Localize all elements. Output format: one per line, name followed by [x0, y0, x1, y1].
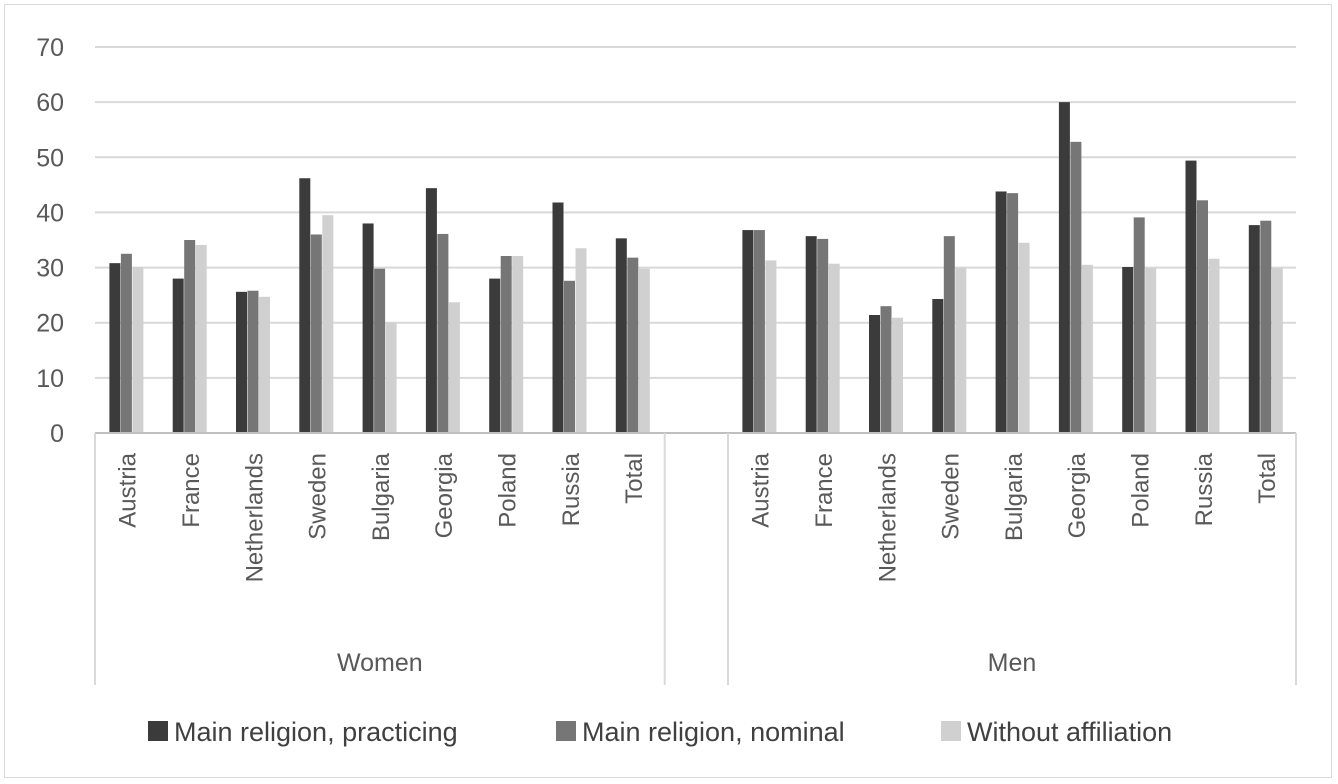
- legend-swatch: [941, 721, 961, 741]
- bar: [489, 278, 501, 433]
- bar: [805, 236, 817, 433]
- bar: [236, 291, 247, 433]
- bar: [575, 248, 587, 433]
- bar: [195, 244, 207, 433]
- bar: [172, 278, 184, 433]
- bar: [362, 223, 374, 433]
- bar: [638, 268, 650, 433]
- bar: [385, 322, 397, 433]
- axes: [94, 432, 1297, 685]
- bar: [955, 267, 967, 433]
- bar: [880, 306, 892, 433]
- bar: [259, 296, 270, 433]
- bar: [742, 230, 754, 433]
- category-label: Total: [621, 453, 648, 504]
- group-labels: Women Men: [337, 649, 1036, 677]
- bar: [310, 234, 322, 433]
- bar: [627, 257, 639, 433]
- bar: [552, 202, 564, 433]
- category-label: Sweden: [938, 453, 965, 540]
- category-label: Netherlands: [241, 453, 268, 582]
- category-label: Austria: [748, 452, 775, 527]
- bar: [1058, 102, 1070, 434]
- bar: [869, 314, 880, 433]
- bar: [1133, 217, 1145, 433]
- y-tick-label: 70: [36, 34, 64, 62]
- bar: [1070, 141, 1082, 434]
- category-label: Georgia: [431, 452, 458, 538]
- bar: [437, 233, 449, 433]
- bar: [615, 238, 627, 433]
- category-label: Russia: [558, 452, 585, 526]
- y-tick-label: 60: [36, 89, 64, 117]
- category-label: Poland: [494, 453, 521, 528]
- y-tick-label: 0: [50, 420, 64, 448]
- category-label: Poland: [1127, 453, 1154, 528]
- bar: [753, 230, 765, 433]
- category-label: Bulgaria: [368, 452, 395, 541]
- legend: Main religion, practicing Main religion, …: [148, 717, 1172, 747]
- chart-frame: [4, 4, 1332, 778]
- bar: [564, 280, 575, 433]
- category-label: Bulgaria: [1001, 452, 1028, 541]
- bar: [1208, 258, 1220, 433]
- y-tick-label: 50: [36, 144, 64, 172]
- bar: [322, 215, 334, 433]
- group-label: Men: [988, 649, 1037, 677]
- bar: [1018, 242, 1030, 433]
- bar: [448, 302, 460, 433]
- bar: [299, 178, 311, 433]
- bar: [1271, 268, 1283, 433]
- bar: [1185, 160, 1197, 433]
- category-label: Netherlands: [874, 453, 901, 582]
- legend-label: Without affiliation: [967, 717, 1172, 747]
- bar: [1248, 225, 1260, 433]
- category-label: Sweden: [305, 453, 332, 540]
- legend-swatch: [148, 721, 168, 741]
- category-label: Georgia: [1064, 452, 1091, 538]
- bar: [828, 263, 840, 433]
- bar: [132, 267, 144, 433]
- gridlines: [95, 46, 1296, 379]
- y-tick-label: 10: [36, 365, 64, 393]
- bar: [765, 260, 777, 433]
- bar: [1145, 268, 1157, 433]
- y-tick-label: 30: [36, 255, 64, 283]
- category-label: France: [811, 453, 838, 528]
- category-label: Russia: [1191, 452, 1218, 526]
- y-axis-ticks: 0 10 20 30 40 50 60 70: [36, 34, 64, 448]
- category-label: Austria: [115, 452, 142, 527]
- bar: [500, 255, 512, 433]
- bar: [1007, 193, 1019, 433]
- bar: [817, 238, 829, 433]
- group-label: Women: [337, 649, 423, 677]
- bar: [892, 317, 903, 433]
- bar: [1081, 264, 1093, 433]
- category-label: Total: [1254, 453, 1281, 504]
- bar: [512, 255, 524, 433]
- category-label: France: [178, 453, 205, 528]
- category-labels: Austria France Netherlands Sweden Bulgaria Ge…: [115, 452, 1281, 582]
- bar: [943, 236, 955, 433]
- bar: [932, 299, 944, 433]
- bar: [995, 191, 1007, 433]
- bars: [109, 102, 1283, 434]
- legend-swatch: [556, 721, 576, 741]
- y-tick-label: 20: [36, 310, 64, 338]
- bar: [425, 188, 437, 433]
- bar: [1260, 220, 1272, 433]
- bar: [374, 268, 386, 433]
- legend-label: Main religion, nominal: [582, 717, 845, 747]
- bar: [1122, 267, 1134, 433]
- bar: [109, 263, 121, 433]
- bar: [1197, 200, 1208, 433]
- y-tick-label: 40: [36, 199, 64, 227]
- bar: [247, 290, 259, 433]
- bar: [184, 240, 196, 433]
- legend-label: Main religion, practicing: [174, 717, 458, 747]
- bar: [120, 253, 132, 433]
